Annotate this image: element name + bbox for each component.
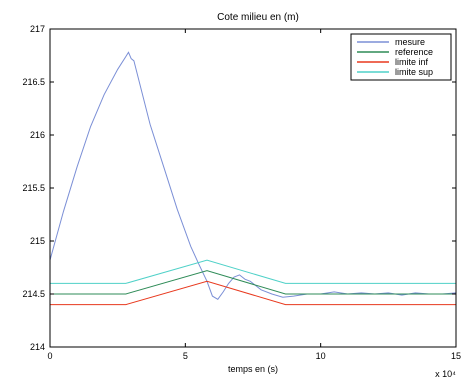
x-tick-label: 10: [316, 351, 326, 361]
x-axis-label: temps en (s): [228, 364, 278, 374]
y-axis: 214 214.5 215 215.5 216 216.5 217: [22, 24, 456, 352]
x-tick-label: 5: [183, 351, 188, 361]
y-tick-label: 214.5: [22, 289, 45, 299]
y-tick-label: 216.5: [22, 77, 45, 87]
y-tick-label: 216: [30, 130, 45, 140]
series-line-limite-inf: [50, 280, 456, 306]
series-line-reference: [50, 270, 456, 295]
legend-label: limite sup: [395, 67, 433, 77]
x-tick-label: 15: [451, 351, 461, 361]
series-layer: [49, 51, 457, 306]
x-axis: 0 5 10 15: [47, 29, 461, 361]
x-tick-label: 0: [47, 351, 52, 361]
legend-label: limite inf: [395, 57, 429, 67]
y-tick-label: 215: [30, 236, 45, 246]
y-tick-label: 214: [30, 342, 45, 352]
chart-title: Cote milieu en (m): [217, 12, 299, 23]
x-axis-exponent: x 10⁴: [435, 369, 456, 379]
series-line-mesure: [49, 51, 457, 300]
y-tick-label: 215.5: [22, 183, 45, 193]
series-line-limite-sup: [50, 259, 456, 284]
legend-label: reference: [395, 47, 433, 57]
y-tick-label: 217: [30, 24, 45, 34]
legend-label: mesure: [395, 37, 425, 47]
